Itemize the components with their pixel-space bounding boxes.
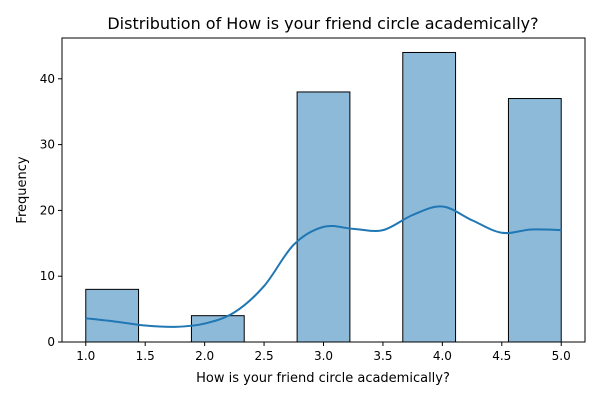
histogram-bar	[296, 91, 351, 343]
y-tick-label: 10	[40, 269, 55, 283]
y-tick-label: 20	[40, 203, 55, 217]
y-axis-label: Frequency	[15, 156, 30, 223]
histogram-bar	[402, 51, 457, 343]
x-tick-label: 3.0	[314, 349, 333, 363]
x-tick-label: 2.0	[195, 349, 214, 363]
x-axis-ticks: 1.0 1.5 2.0 2.5 3.0 3.5 4.0 4.5 5.0	[76, 342, 571, 363]
x-tick-label: 4.0	[433, 349, 452, 363]
histogram-bar	[85, 288, 140, 343]
histogram-bar	[507, 98, 562, 343]
y-tick-label: 40	[40, 72, 55, 86]
y-tick-label: 0	[47, 335, 55, 349]
x-tick-label: 5.0	[552, 349, 571, 363]
x-tick-label: 1.5	[136, 349, 155, 363]
kde-curve	[85, 205, 562, 328]
x-tick-label: 1.0	[76, 349, 95, 363]
y-axis-ticks: 0 10 20 30 40	[40, 72, 62, 349]
x-axis-label: How is your friend circle academically?	[196, 371, 450, 386]
x-tick-label: 3.5	[373, 349, 392, 363]
chart-title: Distribution of How is your friend circl…	[107, 14, 538, 33]
y-tick-label: 30	[40, 138, 55, 152]
x-tick-label: 2.5	[255, 349, 274, 363]
bars-group	[85, 51, 562, 343]
x-tick-label: 4.5	[492, 349, 511, 363]
